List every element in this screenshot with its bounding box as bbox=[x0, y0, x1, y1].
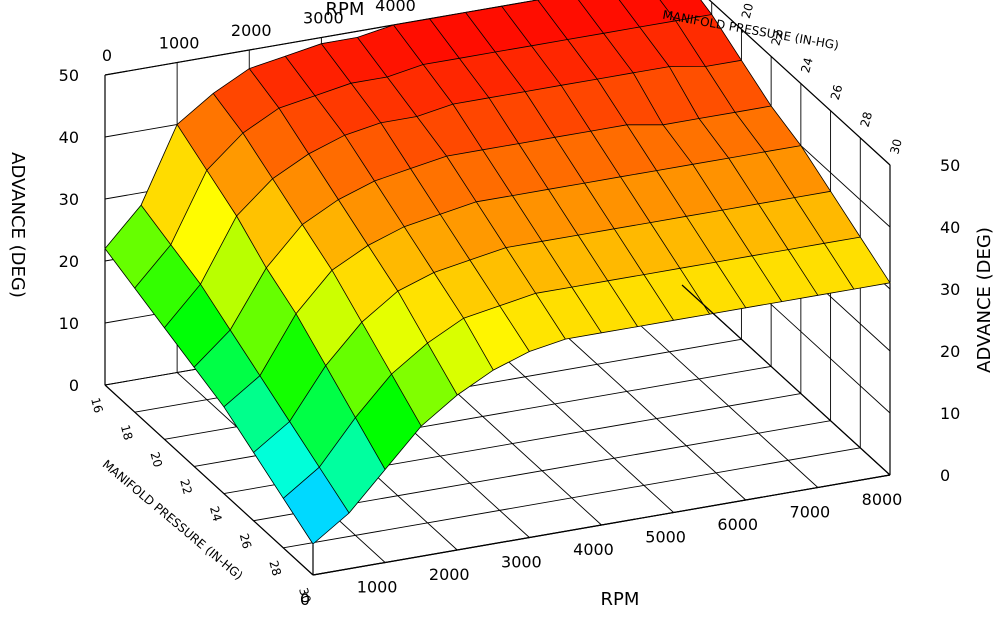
floor-gridline bbox=[537, 309, 747, 501]
mesh-line bbox=[212, 93, 422, 427]
rpm-axis-title-bottom: RPM bbox=[601, 589, 640, 610]
rpm-tick-label: 3000 bbox=[303, 9, 344, 28]
advance-axis-title-right: ADVANCE (DEG) bbox=[974, 227, 995, 373]
mesh-line bbox=[104, 248, 314, 545]
advance-tick-label: 40 bbox=[59, 128, 79, 147]
floor-gridline bbox=[283, 447, 861, 549]
pressure-tick-label: 28 bbox=[266, 559, 283, 577]
advance-tick-label: 20 bbox=[940, 342, 960, 361]
advance-surface bbox=[104, 0, 891, 545]
mesh-line bbox=[284, 55, 494, 371]
mesh-line bbox=[393, 24, 602, 334]
rpm-tick-label: 2000 bbox=[429, 565, 470, 584]
pressure-tick-label: 20 bbox=[739, 2, 756, 20]
advance-tick-label: 0 bbox=[940, 466, 950, 485]
rpm-tick-label: 4000 bbox=[375, 0, 416, 15]
advance-tick-label: 30 bbox=[940, 280, 960, 299]
mesh-line bbox=[321, 43, 530, 352]
rpm-tick-label: 5000 bbox=[645, 528, 686, 547]
advance-tick-label: 40 bbox=[940, 218, 960, 237]
rpm-tick-label: 5000 bbox=[447, 0, 488, 3]
mesh-line bbox=[465, 12, 674, 321]
pressure-axis-title-bottom: MANIFOLD PRESSURE (IN-HG) bbox=[100, 457, 246, 583]
mesh-line bbox=[618, 0, 819, 296]
rpm-tick-label: 1000 bbox=[357, 578, 398, 597]
advance-tick-label: 50 bbox=[940, 156, 960, 175]
mesh-line bbox=[176, 124, 386, 470]
floor-gridline bbox=[609, 297, 819, 488]
advance-tick-label: 30 bbox=[59, 190, 79, 209]
pressure-tick-label: 18 bbox=[118, 423, 135, 441]
advance-tick-label: 0 bbox=[69, 376, 79, 395]
advance-tick-label: 20 bbox=[59, 252, 79, 271]
pressure-tick-label: 28 bbox=[858, 110, 875, 128]
pressure-tick-label: 30 bbox=[296, 586, 313, 604]
pressure-tick-label: 30 bbox=[887, 137, 904, 155]
pressure-tick-label: 22 bbox=[177, 478, 194, 496]
mesh-line bbox=[700, 0, 891, 284]
rpm-tick-label: 3000 bbox=[501, 553, 542, 572]
front-gridlines bbox=[312, 284, 891, 576]
front-floor-edge bbox=[312, 474, 891, 576]
rpm-tick-label: 4000 bbox=[573, 540, 614, 559]
pressure-tick-label: 24 bbox=[798, 56, 815, 74]
pressure-tick-label: 22 bbox=[769, 29, 786, 47]
box-edge bbox=[708, 0, 891, 166]
pressure-tick-label: 26 bbox=[237, 532, 254, 550]
pressure-tick-label: 20 bbox=[148, 450, 165, 468]
pressure-tick-label: 26 bbox=[828, 83, 845, 101]
tick-labels: 0100020003000400050006000700080000100020… bbox=[59, 0, 961, 609]
mesh-line bbox=[501, 6, 711, 315]
rpm-tick-label: 1000 bbox=[159, 34, 200, 53]
rpm-tick-label: 2000 bbox=[231, 21, 272, 40]
rpm-tick-label: 6000 bbox=[717, 515, 758, 534]
rpm-tick-label: 7000 bbox=[790, 503, 831, 522]
advance-axis-title-left: ADVANCE (DEG) bbox=[7, 152, 28, 298]
mesh-line bbox=[537, 0, 747, 309]
mesh-line bbox=[248, 68, 458, 396]
mesh-line bbox=[140, 204, 350, 514]
advance-tick-label: 10 bbox=[59, 314, 79, 333]
box-edge bbox=[104, 384, 314, 576]
mesh-line bbox=[429, 18, 638, 327]
mesh-line bbox=[578, 0, 783, 302]
mesh-line bbox=[357, 37, 566, 340]
advance-tick-label: 10 bbox=[940, 404, 960, 423]
rpm-tick-label: 8000 bbox=[862, 490, 903, 509]
rpm-axis-title-top: RPM bbox=[326, 0, 365, 20]
pressure-tick-label: 16 bbox=[88, 396, 105, 414]
advance-tick-label: 50 bbox=[59, 66, 79, 85]
rpm-tick-label: 0 bbox=[300, 590, 310, 609]
rpm-tick-label: 0 bbox=[102, 46, 112, 65]
pressure-tick-label: 24 bbox=[207, 505, 224, 523]
right-floor-edge bbox=[681, 284, 891, 476]
mesh-line bbox=[659, 0, 855, 290]
